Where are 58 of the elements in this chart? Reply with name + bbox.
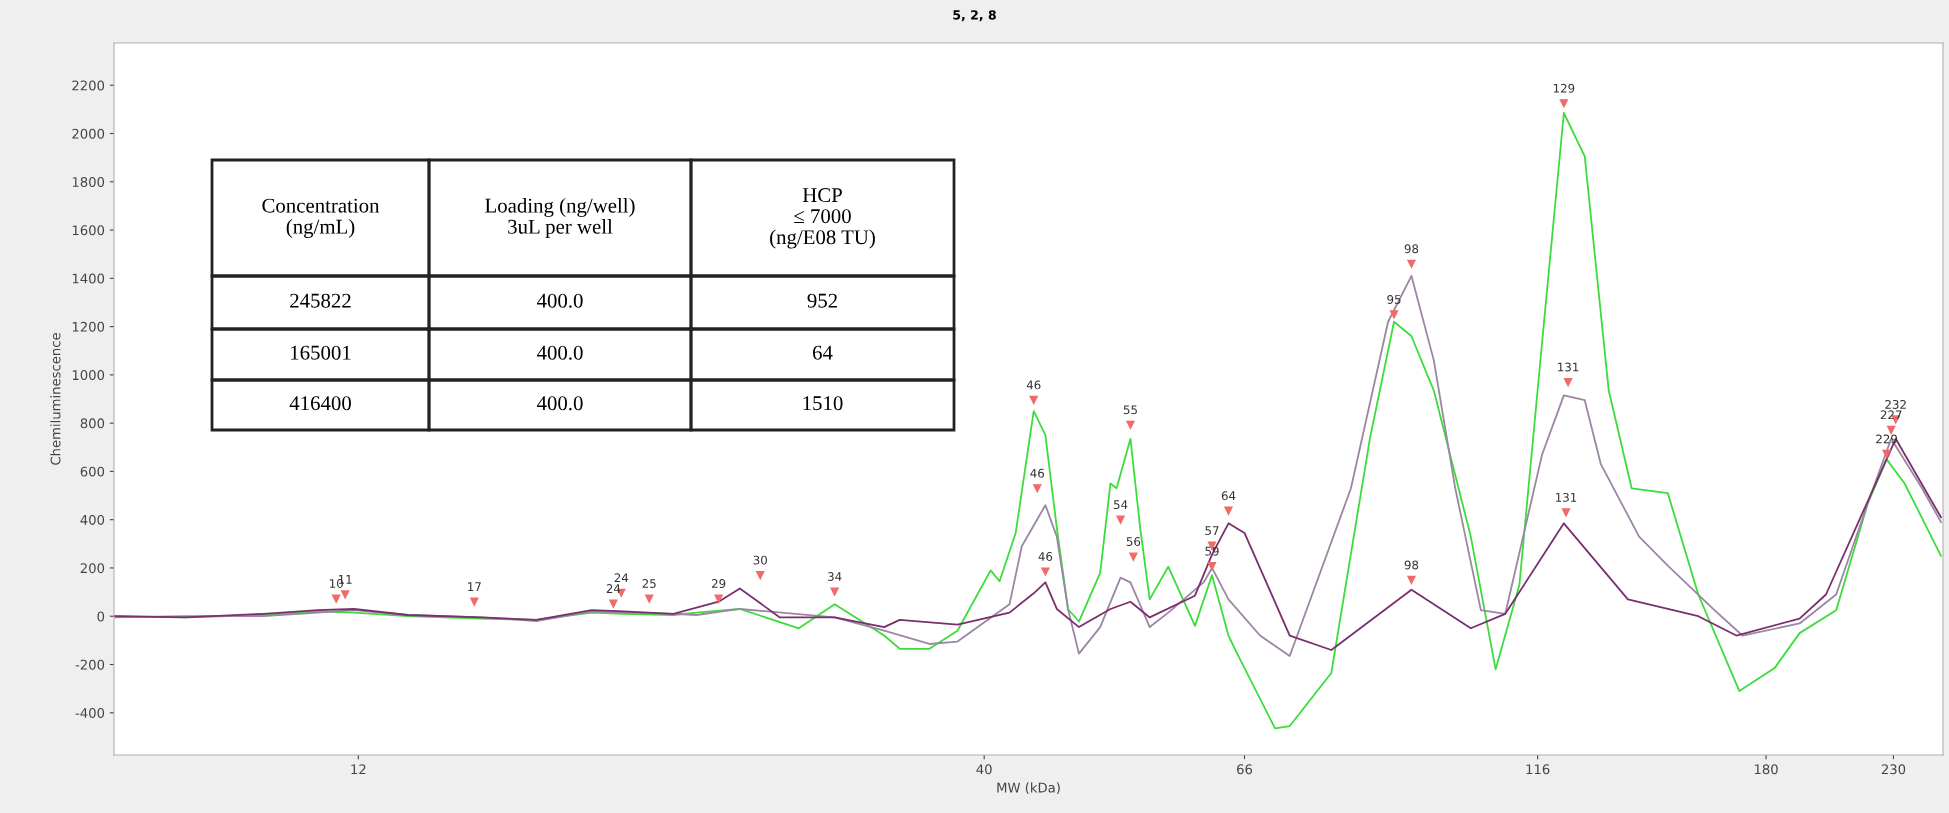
y-tick-label: -200 [75, 659, 105, 670]
annotation: 55 [1123, 405, 1137, 415]
annotation: 46 [1026, 380, 1041, 390]
annotation: 46 [1038, 552, 1053, 561]
annotation: 232 [1885, 399, 1906, 409]
annotation: 98 [1404, 560, 1419, 570]
annotation: 98 [1404, 244, 1419, 254]
y-tick-label: 2200 [72, 80, 105, 91]
annotation: Loading (ng/well) 3uL per well [485, 197, 635, 239]
annotation: 400.0 [536, 345, 583, 360]
annotation: 227 [1880, 410, 1902, 420]
annotation: 54 [1113, 500, 1128, 510]
y-tick-label: 2000 [72, 128, 105, 139]
x-axis-title: MW (kDa) [997, 782, 1060, 795]
annotation: 24 [606, 584, 621, 593]
annotation: 400.0 [536, 293, 583, 308]
annotation: 46 [1030, 468, 1045, 478]
y-tick-label: 1400 [72, 273, 105, 284]
annotation: 64 [1221, 491, 1236, 501]
annotation: 24 [614, 573, 629, 583]
y-tick-label: 1000 [72, 370, 105, 381]
annotation: 34 [828, 572, 842, 581]
annotation: 29 [711, 579, 726, 588]
annotation: 165001 [291, 345, 351, 360]
chart-title: 5, 2, 8 [953, 10, 996, 22]
annotation: 416400 [289, 396, 351, 411]
y-tick-label: 600 [80, 466, 105, 477]
x-tick-label: 116 [1526, 764, 1550, 775]
y-tick-label: 0 [97, 611, 105, 622]
annotation: 30 [753, 555, 767, 565]
y-tick-label: 1200 [72, 321, 105, 332]
annotation: HCP ≤ 7000 (ng/E08 TU) [770, 188, 875, 249]
x-tick-label: 40 [976, 764, 992, 775]
annotation: 129 [1553, 83, 1575, 93]
y-axis-title: Chemiluminescence [50, 333, 61, 465]
x-tick-label: 12 [351, 764, 366, 775]
y-tick-label: 200 [80, 563, 105, 574]
annotation: Concentration (ng/mL) [262, 198, 380, 239]
annotation: 17 [468, 582, 481, 591]
x-tick-label: 66 [1237, 764, 1253, 775]
annotation: 56 [1126, 537, 1141, 546]
y-tick-label: 1800 [72, 177, 105, 187]
x-tick-label: 180 [1754, 764, 1778, 775]
annotation: 1510 [803, 396, 843, 411]
y-tick-label: 1600 [72, 225, 105, 236]
annotation: 131 [1558, 362, 1579, 372]
annotation: 952 [807, 293, 837, 308]
annotation: 245822 [290, 293, 351, 308]
annotation: 400.0 [536, 396, 583, 411]
y-tick-label: 800 [80, 418, 105, 429]
annotation: 57 [1205, 526, 1219, 536]
annotation: 64 [812, 345, 833, 360]
annotation: 131 [1556, 492, 1577, 502]
y-tick-label: 400 [80, 514, 105, 525]
annotation: 229 [1876, 434, 1898, 444]
y-tick-label: -400 [75, 707, 105, 718]
x-tick-label: 230 [1881, 764, 1906, 775]
annotation: 25 [642, 579, 656, 588]
